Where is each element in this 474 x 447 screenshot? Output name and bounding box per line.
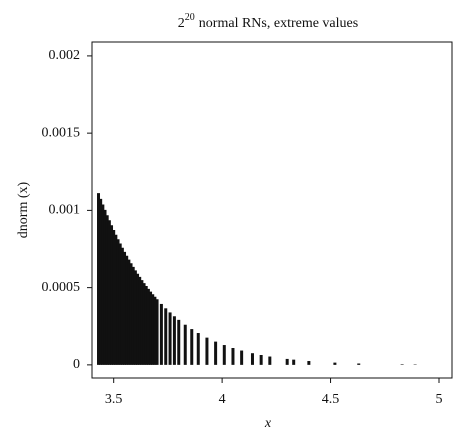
y-tick-label: 0.002	[49, 48, 81, 63]
title-superscript: 20	[185, 12, 195, 23]
y-tick-label: 0.0005	[42, 280, 81, 295]
y-tick-label: 0	[73, 357, 80, 372]
y-tick-label: 0.001	[49, 203, 81, 218]
y-tick-label: 0.0015	[42, 125, 81, 140]
x-tick-label: 4.5	[322, 392, 340, 407]
x-tick-label: 3.5	[105, 392, 123, 407]
chart-title: 220 normal RNs, extreme values	[178, 12, 358, 31]
x-axis-label: x	[264, 416, 272, 431]
y-axis-label: dnorm (x)	[16, 181, 31, 238]
title-text: normal RNs, extreme values	[199, 16, 358, 31]
x-tick-label: 4	[219, 392, 226, 407]
title-base: 2	[178, 16, 185, 31]
x-tick-label: 5	[435, 392, 442, 407]
